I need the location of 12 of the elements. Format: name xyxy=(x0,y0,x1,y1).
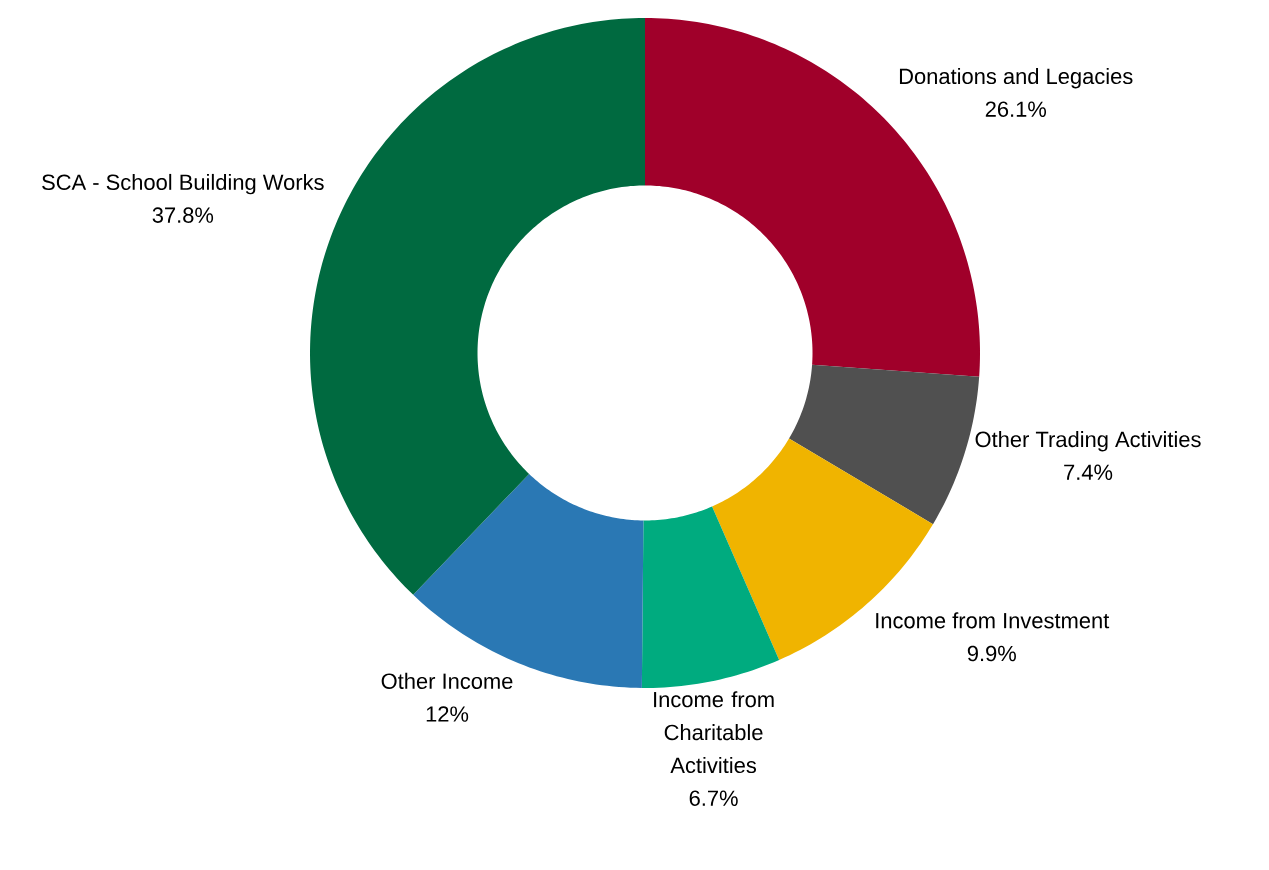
data-label: 9.9% xyxy=(967,645,1016,662)
data-label: 7.4% xyxy=(1064,464,1113,480)
data-label: 6.7% xyxy=(689,790,738,806)
data-label: 37.8% xyxy=(152,207,214,223)
data-label: 26.1% xyxy=(985,101,1047,117)
slice-label: Other Income xyxy=(381,672,513,689)
slice-label: Donations and Legacies xyxy=(899,68,1133,89)
slice-label: Other Trading Activities xyxy=(975,431,1201,452)
slice-label: Income from Charitable Activities xyxy=(654,691,774,774)
slice-label: Income from Investment xyxy=(876,612,1110,629)
data-label: 12% xyxy=(426,706,469,722)
slice-label: SCA - School Building Works xyxy=(42,173,324,195)
